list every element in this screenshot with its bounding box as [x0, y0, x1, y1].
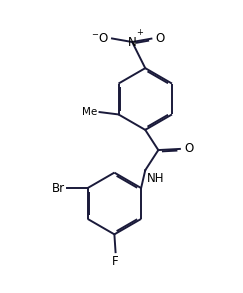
Text: +: +	[136, 28, 143, 37]
Text: N: N	[128, 35, 137, 49]
Text: O: O	[184, 142, 193, 155]
Text: $^{-}$O: $^{-}$O	[91, 32, 109, 45]
Text: O: O	[155, 32, 165, 45]
Text: Me: Me	[82, 107, 98, 117]
Text: NH: NH	[147, 172, 164, 185]
Text: F: F	[112, 255, 119, 268]
Text: Br: Br	[52, 182, 65, 195]
